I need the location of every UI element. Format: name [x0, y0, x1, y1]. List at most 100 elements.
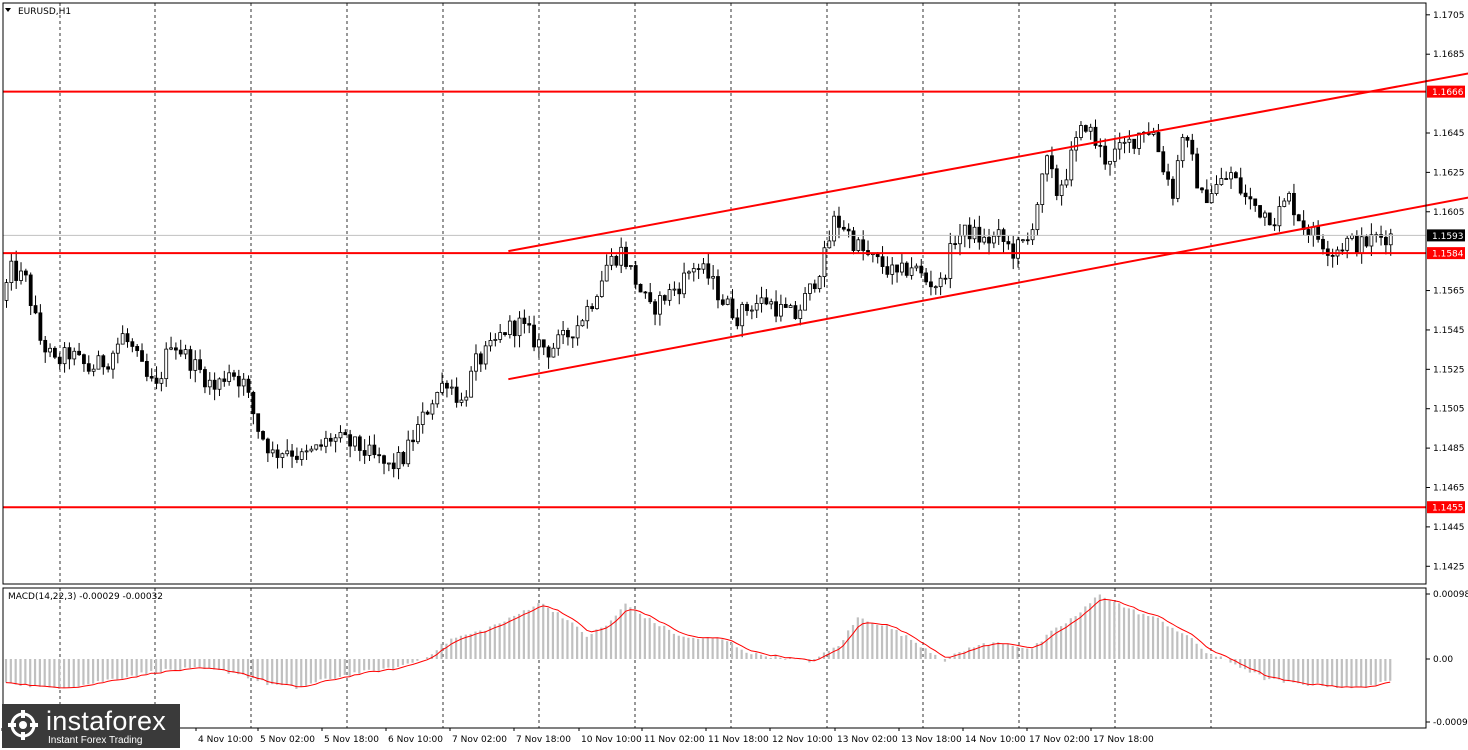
- candle-body: [653, 301, 657, 315]
- candle-body: [900, 262, 904, 273]
- candle-body: [1045, 155, 1049, 175]
- candle-body: [561, 329, 565, 336]
- candle-body: [309, 448, 314, 452]
- candle-body: [507, 320, 512, 335]
- price-tick-label: 1.1625: [1433, 168, 1465, 178]
- candle-body: [1354, 235, 1359, 254]
- candle-body: [241, 378, 246, 387]
- candle-body: [672, 288, 677, 291]
- candle-body: [803, 293, 807, 311]
- price-tick-label: 1.1605: [1433, 208, 1465, 218]
- candle-body: [348, 434, 353, 447]
- candle-body: [793, 305, 798, 319]
- candle-body: [319, 444, 324, 447]
- price-tick-label: 1.1545: [1433, 326, 1465, 336]
- candle-body: [662, 295, 667, 301]
- candle-body: [82, 354, 86, 365]
- candle-body: [382, 455, 386, 464]
- candle-body: [885, 266, 890, 275]
- price-label-text: 1.1455: [1432, 504, 1464, 514]
- candle-body: [648, 292, 653, 303]
- candle-body: [1011, 243, 1016, 259]
- candle-body: [890, 264, 895, 275]
- candle-body: [1345, 237, 1350, 251]
- candle-body: [677, 288, 682, 295]
- candle-body: [338, 432, 343, 439]
- candles: [4, 119, 1393, 480]
- candle-body: [125, 333, 130, 343]
- macd-signal-line: [5, 598, 1391, 689]
- time-label: 7 Nov 02:00: [452, 735, 507, 745]
- candle-body: [1030, 229, 1035, 241]
- candle-body: [774, 301, 778, 317]
- candle-body: [604, 264, 609, 282]
- candle-body: [846, 228, 851, 232]
- candle-body: [173, 347, 178, 351]
- candle-body: [1287, 192, 1291, 202]
- candle-body: [735, 317, 740, 327]
- candle-body: [541, 339, 546, 348]
- candle-body: [1248, 196, 1253, 200]
- candle-body: [716, 276, 720, 301]
- candle-body: [106, 366, 111, 370]
- candle-body: [1340, 249, 1345, 252]
- candle-body: [483, 345, 488, 365]
- candle-body: [1263, 212, 1267, 218]
- candle-body: [1359, 236, 1364, 254]
- time-label: 13 Nov 18:00: [901, 735, 962, 745]
- price-tick-label: 1.1465: [1433, 483, 1465, 493]
- candle-body: [1137, 132, 1141, 149]
- candle-body: [169, 347, 173, 350]
- candle-body: [1364, 236, 1369, 247]
- candle-body: [38, 312, 43, 341]
- candle-body: [725, 298, 730, 305]
- candle-body: [909, 267, 914, 276]
- candle-body: [391, 462, 396, 470]
- candle-body: [188, 349, 193, 371]
- candle-body: [580, 320, 585, 327]
- price-tick-label: 1.1645: [1433, 129, 1465, 139]
- price-tick-label: 1.1485: [1433, 444, 1465, 454]
- candle-body: [1190, 139, 1195, 155]
- candle-body: [1296, 214, 1301, 222]
- candle-body: [227, 372, 232, 382]
- candle-body: [551, 347, 556, 358]
- candle-body: [962, 224, 967, 237]
- candle-body: [246, 378, 251, 393]
- candle-body: [880, 256, 885, 267]
- time-label: 10 Nov 10:00: [581, 735, 642, 745]
- candle-body: [1238, 177, 1243, 194]
- candle-body: [57, 356, 62, 365]
- candle-body: [498, 332, 503, 340]
- candle-body: [566, 329, 570, 338]
- candle-body: [1175, 160, 1180, 199]
- candle-body: [643, 291, 648, 294]
- candle-body: [91, 368, 96, 372]
- candle-body: [1016, 239, 1020, 259]
- candle-body: [1035, 204, 1040, 231]
- candle-body: [667, 289, 672, 301]
- candle-body: [159, 378, 164, 384]
- candle-body: [459, 399, 464, 403]
- candle-body: [1321, 238, 1325, 250]
- candle-body: [324, 437, 328, 447]
- candle-body: [212, 379, 217, 390]
- instaforex-mark-icon: [8, 710, 38, 740]
- candle-body: [919, 265, 924, 274]
- candle-body: [164, 348, 169, 380]
- candle-body: [522, 317, 527, 324]
- candle-body: [9, 260, 14, 283]
- candle-body: [48, 347, 52, 353]
- candle-body: [754, 303, 759, 311]
- time-label: 4 Nov 10:00: [198, 735, 253, 745]
- candle-body: [1267, 212, 1272, 226]
- price-label-text: 1.1666: [1432, 88, 1464, 98]
- candle-body: [1108, 160, 1112, 165]
- candle-body: [783, 303, 788, 308]
- candle-body: [377, 454, 382, 457]
- candle-body: [149, 376, 154, 379]
- candle-body: [1079, 125, 1083, 138]
- candle-body: [1243, 192, 1248, 198]
- symbol-dropdown-icon[interactable]: [5, 8, 11, 12]
